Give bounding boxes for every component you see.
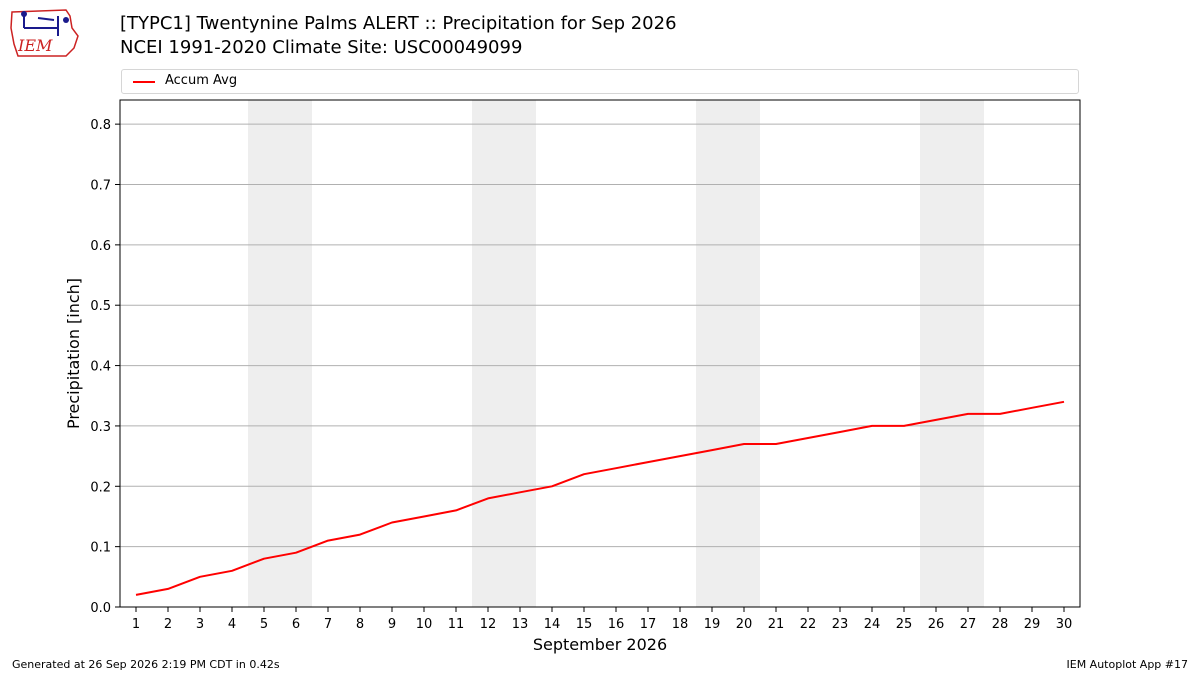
y-tick-label: 0.7 [90,179,111,194]
x-tick-label: 21 [768,617,785,632]
x-tick-label: 8 [356,617,364,632]
x-tick-label: 17 [640,617,657,632]
chart-title: [TYPC1] Twentynine Palms ALERT :: Precip… [120,12,677,60]
weekend-band-1 [248,100,312,607]
x-tick-label: 18 [672,617,689,632]
y-tick-label: 0.1 [90,541,111,556]
iem-logo-text: IEM [17,36,53,55]
x-tick-label: 28 [992,617,1009,632]
y-tick-label: 0.0 [90,601,111,616]
footer-app-id: IEM Autoplot App #17 [1066,658,1189,671]
x-tick-label: 24 [864,617,881,632]
x-tick-label: 27 [960,617,977,632]
weekend-band-3 [696,100,760,607]
x-tick-label: 7 [324,617,332,632]
x-tick-label: 16 [608,617,625,632]
x-tick-label: 11 [448,617,465,632]
y-tick-label: 0.6 [90,239,111,254]
chart-legend: Accum Avg [121,69,1079,94]
x-tick-label: 29 [1024,617,1041,632]
chart-title-line1: [TYPC1] Twentynine Palms ALERT :: Precip… [120,13,677,34]
y-tick-label: 0.2 [90,480,111,495]
legend-swatch [133,81,155,83]
legend-label: Accum Avg [165,73,238,88]
y-tick-label: 0.5 [90,299,111,314]
x-tick-label: 14 [544,617,561,632]
x-tick-label: 10 [416,617,433,632]
x-tick-label: 13 [512,617,529,632]
y-tick-label: 0.3 [90,420,111,435]
x-tick-label: 12 [480,617,497,632]
x-tick-label: 3 [196,617,204,632]
x-tick-label: 26 [928,617,945,632]
y-tick-label: 0.4 [90,360,111,375]
weekend-band-4 [920,100,984,607]
x-tick-label: 5 [260,617,268,632]
x-tick-label: 30 [1056,617,1073,632]
iem-logo: IEM [10,9,79,57]
chart-title-line2: NCEI 1991-2020 Climate Site: USC00049099 [120,37,523,58]
series-line-accum-avg [135,400,1065,596]
y-axis-label: Precipitation [inch] [64,278,83,429]
x-tick-label: 2 [164,617,172,632]
x-tick-label: 20 [736,617,753,632]
x-tick-label: 9 [388,617,396,632]
x-tick-label: 1 [132,617,140,632]
x-axis-label: September 2026 [533,635,667,654]
plot-frame [119,99,1081,608]
x-tick-label: 6 [292,617,300,632]
footer-generated: Generated at 26 Sep 2026 2:19 PM CDT in … [12,658,280,671]
y-tick-label: 0.8 [90,118,111,133]
x-tick-label: 19 [704,617,721,632]
x-tick-label: 22 [800,617,817,632]
x-tick-label: 23 [832,617,849,632]
x-tick-label: 25 [896,617,913,632]
weekend-band-2 [472,100,536,607]
x-tick-label: 15 [576,617,593,632]
x-tick-label: 4 [228,617,236,632]
